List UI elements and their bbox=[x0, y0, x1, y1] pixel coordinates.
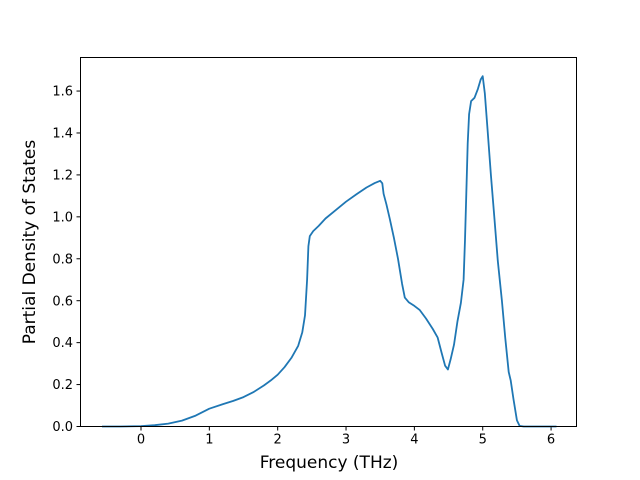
y-axis-label: Partial Density of States bbox=[20, 139, 40, 345]
dos-curve bbox=[102, 75, 557, 428]
x-tick-label: 1 bbox=[205, 433, 213, 448]
y-tick-label: 1.2 bbox=[52, 168, 73, 183]
x-tick-label: 6 bbox=[547, 433, 555, 448]
x-tick-label: 2 bbox=[274, 433, 282, 448]
y-tick-label: 0.8 bbox=[52, 252, 73, 267]
x-tick-label: 3 bbox=[342, 433, 350, 448]
y-tick-label: 1.6 bbox=[52, 85, 73, 100]
y-tick-label: 0.4 bbox=[52, 336, 73, 351]
y-tick-label: 0.6 bbox=[52, 294, 73, 309]
x-tick-label: 5 bbox=[479, 433, 487, 448]
axes-frame bbox=[80, 57, 577, 427]
y-tick-label: 1.4 bbox=[52, 127, 73, 142]
x-tick-label: 4 bbox=[410, 433, 418, 448]
y-tick-label: 0.2 bbox=[52, 378, 73, 393]
y-tick-label: 0.0 bbox=[52, 420, 73, 435]
x-axis-label: Frequency (THz) bbox=[259, 453, 399, 473]
x-tick-label: 0 bbox=[137, 433, 145, 448]
y-tick-label: 1.0 bbox=[52, 210, 73, 225]
